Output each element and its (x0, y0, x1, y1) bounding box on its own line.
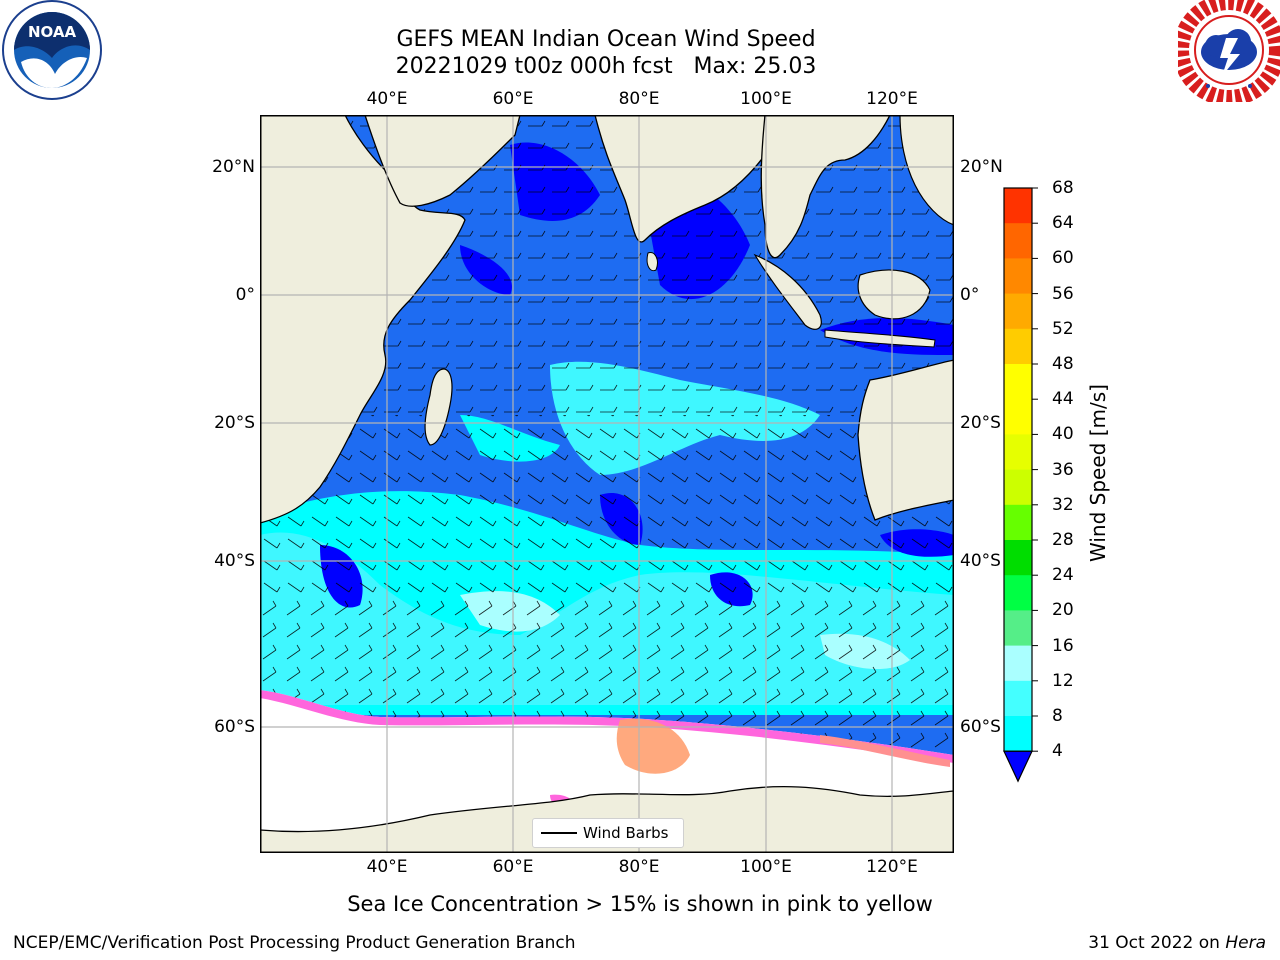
colorbar (1000, 186, 1040, 786)
colorbar-extension (1003, 750, 1033, 783)
lon-label-120e-bottom: 120°E (866, 857, 918, 877)
legend-box: Wind Barbs (532, 818, 684, 848)
colorbar-tick-label: 8 (1052, 706, 1063, 726)
map-subtitle: 20221029 t00z 000h fcst Max: 25.03 (395, 54, 817, 79)
colorbar-segment (1004, 610, 1032, 647)
colorbar-segment (1004, 223, 1032, 259)
legend-label: Wind Barbs (583, 824, 669, 842)
colorbar-tick-label: 44 (1052, 389, 1074, 410)
lat-label-20s-left: 20°S (214, 413, 255, 433)
colorbar-tick-label: 52 (1052, 318, 1074, 339)
map-frame (260, 115, 954, 853)
sea-ice-orange (616, 718, 690, 774)
colorbar-tick-label: 16 (1052, 635, 1074, 656)
colorbar-tick-label: 12 (1052, 670, 1074, 691)
philippines (899, 115, 954, 226)
java (824, 329, 936, 348)
colorbar-segment (1004, 399, 1032, 435)
lon-label-100e-top: 100°E (740, 89, 792, 109)
colorbar-tick-label: 68 (1052, 178, 1074, 198)
lat-label-0-left: 0° (235, 285, 255, 305)
colorbar-segment (1004, 540, 1032, 576)
lon-label-40e-top: 40°E (366, 89, 408, 109)
india (594, 115, 766, 243)
lat-label-40s-right: 40°S (960, 551, 1001, 571)
wind-barbs-mid (260, 415, 954, 595)
colorbar-segment (1004, 364, 1032, 400)
lat-label-20n-right: 20°N (960, 157, 1003, 177)
lon-label-100e-bottom: 100°E (740, 857, 792, 877)
svg-text:NOAA: NOAA (28, 23, 77, 41)
footer-date: 31 Oct 2022 on Hera (1088, 932, 1266, 954)
map-title: GEFS MEAN Indian Ocean Wind Speed (396, 27, 816, 52)
lat-label-20s-right: 20°S (960, 413, 1001, 433)
nws-logo (1173, 0, 1280, 106)
lon-label-80e-top: 80°E (618, 89, 660, 109)
colorbar-tick-label: 64 (1052, 213, 1074, 234)
colorbar-tick-label: 56 (1052, 283, 1074, 304)
lon-label-80e-bottom: 80°E (618, 857, 660, 877)
sea-ice-caption: Sea Ice Concentration > 15% is shown in … (347, 892, 933, 916)
colorbar-title: Wind Speed [m/s] (1086, 384, 1110, 562)
colorbar-segment (1004, 504, 1032, 541)
colorbar-segment (1004, 188, 1032, 224)
colorbar-tick-label: 4 (1052, 741, 1063, 762)
lat-label-0-right: 0° (960, 285, 980, 305)
lat-label-20n-left: 20°N (212, 157, 255, 177)
colorbar-segment (1004, 469, 1032, 506)
lon-label-60e-bottom: 60°E (492, 857, 534, 877)
colorbar-tick-label: 60 (1052, 248, 1074, 269)
colorbar-segment (1004, 716, 1032, 752)
madagascar (424, 368, 453, 446)
sumatra (753, 253, 822, 330)
legend-line (541, 832, 577, 834)
lon-label-60e-top: 60°E (492, 89, 534, 109)
lon-label-40e-bottom: 40°E (366, 857, 408, 877)
colorbar-segment (1004, 680, 1032, 717)
colorbar-segment (1004, 293, 1032, 330)
noaa-logo: NOAA (1, 0, 103, 102)
footer-branch: NCEP/EMC/Verification Post Processing Pr… (13, 933, 576, 953)
lon-label-120e-top: 120°E (866, 89, 918, 109)
colorbar-tick-label: 36 (1052, 459, 1074, 480)
australia (857, 359, 954, 521)
southeast-asia (760, 115, 891, 259)
colorbar-tick-label: 24 (1052, 565, 1074, 586)
footer-host: Hera (1225, 933, 1266, 953)
colorbar-tick-label: 20 (1052, 600, 1074, 621)
colorbar-segment (1004, 575, 1032, 611)
colorbar-tick-label: 48 (1052, 354, 1074, 374)
sea-ice-orange2 (820, 735, 950, 767)
sri-lanka (646, 251, 658, 272)
colorbar-segment (1004, 258, 1032, 295)
lat-label-60s-right: 60°S (960, 717, 1001, 737)
colorbar-segment (1004, 328, 1032, 365)
lat-label-40s-left: 40°S (214, 551, 255, 571)
colorbar-tick-label: 32 (1052, 494, 1074, 515)
colorbar-tick-label: 40 (1052, 424, 1074, 445)
colorbar-tick-label: 28 (1052, 530, 1074, 550)
colorbar-segment (1004, 645, 1032, 682)
wind-speed-map: Wind Barbs (260, 115, 954, 853)
colorbar-segment (1004, 434, 1032, 471)
lat-label-60s-left: 60°S (214, 717, 255, 737)
gridlines (260, 115, 954, 853)
footer-date-text: 31 Oct 2022 on (1088, 933, 1226, 953)
